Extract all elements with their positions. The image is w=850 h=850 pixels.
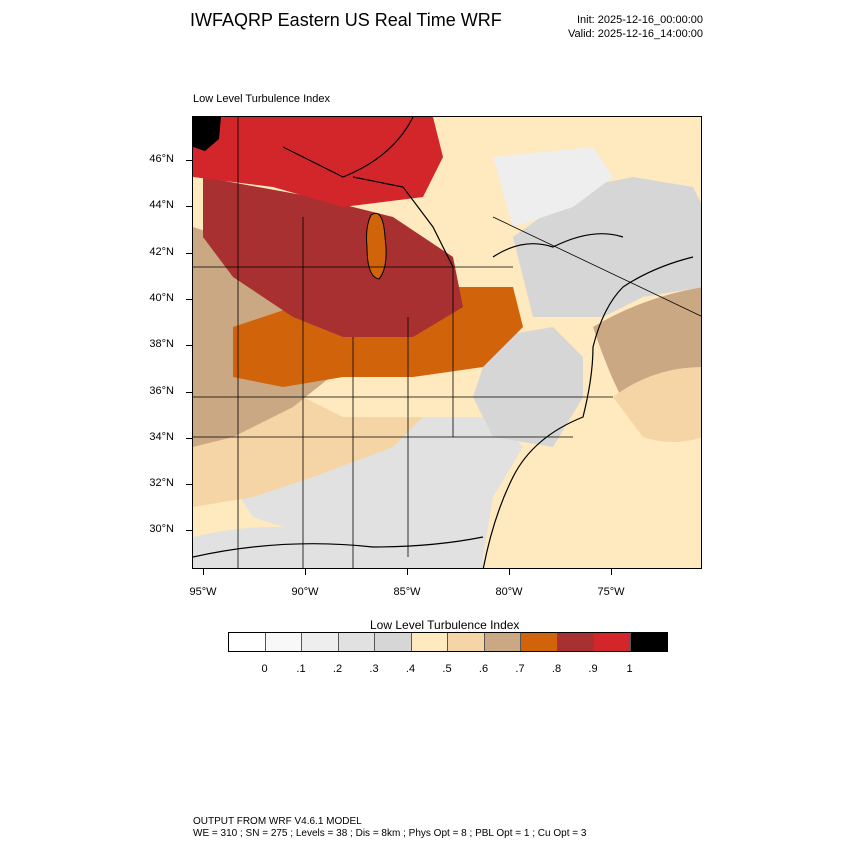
longitude-tick bbox=[611, 569, 612, 575]
max-value-region bbox=[193, 117, 221, 151]
colorbar-label: .5 bbox=[442, 663, 452, 675]
init-time: Init: 2025-12-16_00:00:00 bbox=[577, 14, 703, 26]
latitude-label: 30°N bbox=[149, 523, 174, 536]
colorbar-swatch bbox=[521, 633, 558, 651]
colorbar-label: .6 bbox=[478, 663, 489, 675]
map-svg bbox=[193, 117, 701, 568]
longitude-label: 95°W bbox=[189, 586, 217, 598]
colorbar-label: .3 bbox=[369, 663, 379, 675]
init-valid-time: Init: 2025-12-16_00:00:00 Valid: 2025-12… bbox=[568, 13, 703, 41]
latitude-label: 46°N bbox=[149, 153, 174, 165]
upper-midwest-region bbox=[193, 117, 443, 207]
longitude-tick bbox=[407, 569, 408, 575]
latitude-tick bbox=[186, 160, 192, 161]
longitude-label: 80°W bbox=[495, 586, 523, 598]
boundaries bbox=[193, 117, 694, 568]
atlantic-light-region bbox=[613, 367, 701, 442]
colorbar-swatch bbox=[375, 633, 412, 651]
longitude-label: 75°W bbox=[597, 586, 625, 598]
page-title: IWFAQRP Eastern US Real Time WRF bbox=[190, 10, 502, 30]
colorbar-swatch bbox=[229, 633, 266, 651]
latitude-tick bbox=[186, 484, 192, 486]
colorbar-swatch bbox=[630, 633, 667, 651]
latitude-label: 36°N bbox=[149, 384, 174, 397]
lake-erie-shore bbox=[492, 233, 624, 258]
state-lines bbox=[193, 117, 701, 568]
latitude-label: 34°N bbox=[149, 430, 174, 443]
colorbar-swatch bbox=[265, 633, 302, 651]
colorbar-title: Low Level Turbulence Index bbox=[370, 618, 520, 632]
gulf-region bbox=[193, 527, 483, 568]
colorbar-label: .8 bbox=[551, 663, 562, 675]
longitude-tick bbox=[203, 569, 204, 575]
longitude-label: 85°W bbox=[393, 586, 421, 598]
northeast-region bbox=[513, 177, 701, 317]
colorbar-swatch bbox=[557, 633, 594, 651]
longitude-tick bbox=[305, 569, 306, 575]
lake-superior-shore bbox=[282, 117, 414, 178]
latitude-tick bbox=[186, 252, 192, 254]
longitude-tick bbox=[509, 569, 510, 575]
latitude-label: 42°N bbox=[149, 245, 174, 258]
state-line bbox=[492, 216, 701, 317]
colorbar-swatch bbox=[302, 633, 339, 651]
longitude-label: 90°W bbox=[291, 586, 319, 598]
valid-time: Valid: 2025-12-16_14:00:00 bbox=[568, 28, 703, 40]
footer-model: OUTPUT FROM WRF V4.6.1 MODEL bbox=[193, 816, 362, 827]
latitude-tick bbox=[186, 345, 192, 347]
central-midwest-region bbox=[203, 177, 463, 337]
latitude-tick bbox=[186, 391, 192, 393]
canada-gray-region bbox=[493, 147, 613, 227]
colorbar-label: .2 bbox=[332, 663, 343, 675]
colorbar-label: .1 bbox=[296, 663, 306, 675]
map-panel bbox=[192, 116, 702, 569]
colorbar-swatch bbox=[594, 633, 631, 651]
colorbar-label: .9 bbox=[588, 663, 598, 675]
colorbar bbox=[228, 632, 668, 652]
latitude-tick bbox=[186, 530, 192, 532]
colorbar-label: 1 bbox=[626, 663, 633, 675]
latitude-tick bbox=[186, 437, 192, 439]
colorbar-swatch bbox=[484, 633, 521, 651]
colorbar-label: .4 bbox=[405, 663, 416, 675]
colorbar-swatch bbox=[411, 633, 448, 651]
colorbar-label: 0 bbox=[261, 663, 268, 675]
atlantic-coast bbox=[482, 256, 694, 568]
lake-michigan bbox=[366, 212, 387, 280]
latitude-label: 32°N bbox=[149, 477, 174, 490]
virginia-region bbox=[473, 327, 583, 447]
latitude-label: 38°N bbox=[149, 338, 174, 351]
latitude-tick bbox=[186, 206, 192, 208]
colorbar-swatch bbox=[338, 633, 375, 651]
colorbar-swatch bbox=[448, 633, 485, 651]
gulf-coast bbox=[193, 536, 484, 558]
colorbar-label: .7 bbox=[515, 663, 525, 675]
field-title: Low Level Turbulence Index bbox=[193, 93, 330, 105]
michigan-shore bbox=[352, 176, 454, 268]
latitude-label: 40°N bbox=[149, 291, 174, 304]
footer-config: WE = 310 ; SN = 275 ; Levels = 38 ; Dis … bbox=[193, 828, 587, 839]
latitude-label: 44°N bbox=[149, 199, 174, 212]
latitude-tick bbox=[186, 298, 192, 300]
